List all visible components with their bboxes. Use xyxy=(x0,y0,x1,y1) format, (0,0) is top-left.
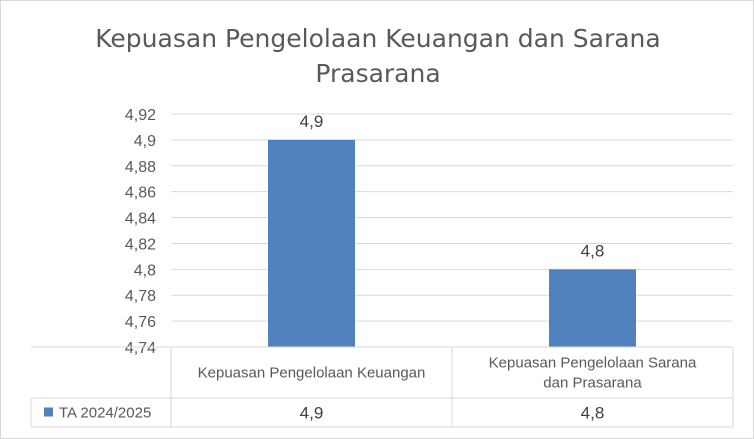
category-label: dan Prasarana xyxy=(543,375,642,392)
y-tick-label: 4,84 xyxy=(125,211,156,228)
bar xyxy=(549,269,636,347)
gridlines xyxy=(171,113,733,322)
y-tick-label: 4,9 xyxy=(134,133,156,150)
table-value: 4,9 xyxy=(300,404,324,423)
category-label: Kepuasan Pengelolaan Keuangan xyxy=(198,365,426,382)
y-tick-label: 4,74 xyxy=(125,340,156,357)
bars xyxy=(268,139,636,347)
y-tick-label: 4,78 xyxy=(125,288,156,305)
data-label: 4,9 xyxy=(300,112,324,131)
chart-title-line: Kepuasan Pengelolaan Keuangan dan Sarana xyxy=(95,24,660,53)
legend-swatch xyxy=(44,407,53,417)
y-axis-ticks: 4,74 4,76 4,78 4,8 4,82 4,84 4,86 4,88 4,9 4,92 xyxy=(125,107,156,357)
chart-title-line: Prasarana xyxy=(315,59,440,88)
y-tick-label: 4,88 xyxy=(125,159,156,176)
table-value: 4,8 xyxy=(581,404,605,423)
y-tick-label: 4,82 xyxy=(125,236,156,253)
y-tick-label: 4,86 xyxy=(125,185,156,202)
y-tick-label: 4,92 xyxy=(125,107,156,124)
bar xyxy=(268,139,355,347)
data-labels: 4,9 4,8 xyxy=(300,112,605,260)
data-table: Kepuasan Pengelolaan Keuangan Kepuasan Pe… xyxy=(30,346,734,428)
data-label: 4,8 xyxy=(581,241,605,260)
category-label: Kepuasan Pengelolaan Sarana xyxy=(489,355,697,372)
chart-title: Kepuasan Pengelolaan Keuangan dan Sarana… xyxy=(95,24,660,88)
y-tick-label: 4,76 xyxy=(125,314,156,331)
legend-label: TA 2024/2025 xyxy=(59,405,151,422)
y-tick-label: 4,8 xyxy=(134,262,156,279)
